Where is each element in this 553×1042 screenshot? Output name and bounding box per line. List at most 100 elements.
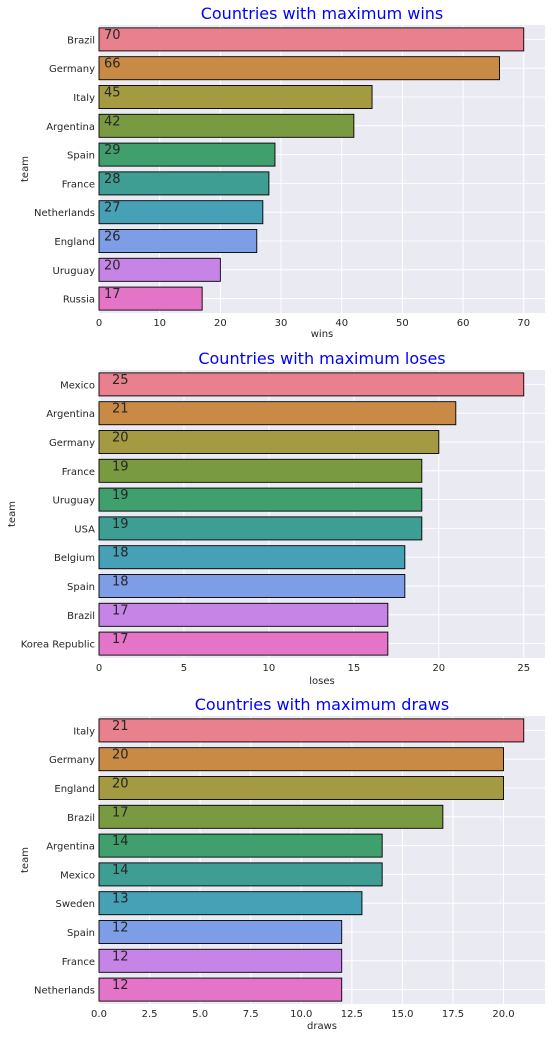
- y-tick-label: Spain: [67, 151, 95, 162]
- y-tick-label: Brazil: [67, 35, 95, 46]
- y-tick-label: Argentina: [46, 122, 95, 133]
- data-label: 17: [112, 603, 129, 618]
- y-tick-label: Spain: [67, 582, 95, 593]
- x-tick-label: 10: [153, 318, 166, 329]
- bar-uruguay: [98, 487, 423, 512]
- x-tick-label: 0: [96, 663, 102, 674]
- data-label: 13: [112, 892, 129, 907]
- x-tick-label: 12.5: [341, 1009, 363, 1020]
- y-tick-label: Spain: [67, 928, 95, 939]
- data-label: 42: [104, 114, 121, 129]
- y-tick-label: Netherlands: [34, 986, 95, 997]
- bar-uruguay: [98, 257, 221, 282]
- y-tick-label: England: [54, 784, 95, 795]
- data-label: 19: [112, 488, 129, 503]
- chart-title: Countries with maximum loses: [198, 349, 445, 368]
- y-tick-label: Netherlands: [34, 208, 95, 219]
- bar-mexico: [98, 862, 383, 887]
- bar-argentina: [98, 833, 383, 858]
- y-axis-label: team: [7, 501, 18, 527]
- bar-england: [98, 229, 258, 253]
- chart-title: Countries with maximum wins: [201, 4, 444, 23]
- x-tick-label: 5.0: [192, 1009, 208, 1020]
- x-tick-label: 2.5: [142, 1009, 158, 1020]
- x-axis-label: loses: [309, 676, 334, 687]
- bar-spain: [98, 920, 343, 944]
- bar-italy: [98, 718, 525, 743]
- y-axis-label: team: [20, 156, 31, 182]
- x-tick-label: 15: [347, 663, 360, 674]
- bar-france: [98, 171, 270, 196]
- x-tick-label: 20: [432, 663, 445, 674]
- bar-france: [98, 458, 423, 483]
- bar-brazil: [98, 602, 389, 627]
- y-tick-label: Belgium: [54, 553, 95, 564]
- bar-germany: [98, 747, 504, 772]
- data-label: 17: [112, 632, 129, 647]
- y-tick-label: Uruguay: [53, 266, 96, 277]
- chart-1: 25 Mexico 21 Argentina 20 Germany 19 France 19 Ur…: [7, 349, 545, 687]
- data-label: 19: [112, 459, 129, 474]
- bar-argentina: [98, 113, 355, 138]
- data-label: 45: [104, 85, 121, 100]
- data-label: 12: [112, 978, 129, 993]
- x-tick-label: 17.5: [442, 1009, 464, 1020]
- x-tick-label: 50: [396, 318, 409, 329]
- y-tick-label: France: [62, 179, 95, 190]
- bar-brazil: [98, 27, 525, 52]
- y-tick-label: Mexico: [60, 870, 95, 881]
- data-label: 25: [112, 373, 129, 388]
- bar-sweden: [98, 891, 363, 916]
- x-tick-label: 70: [517, 318, 530, 329]
- y-tick-label: Argentina: [46, 409, 95, 420]
- data-label: 27: [104, 201, 121, 216]
- data-label: 19: [112, 517, 129, 532]
- y-tick-label: USA: [74, 524, 95, 535]
- y-tick-label: Germany: [49, 438, 95, 449]
- chart-0: 70 Brazil 66 Germany 45 Italy 42 Argentina 29 Spa…: [20, 4, 545, 340]
- x-tick-label: 0: [96, 318, 102, 329]
- x-tick-label: 5: [181, 663, 187, 674]
- x-tick-label: 20: [214, 318, 227, 329]
- data-label: 14: [112, 834, 129, 849]
- x-tick-label: 30: [275, 318, 288, 329]
- data-label: 28: [104, 172, 121, 187]
- y-tick-label: Italy: [73, 93, 95, 104]
- data-label: 70: [104, 28, 121, 43]
- bar-netherlands: [98, 200, 264, 225]
- x-tick-label: 60: [457, 318, 470, 329]
- bar-italy: [98, 85, 373, 109]
- bar-korea-republic: [98, 631, 389, 656]
- data-label: 20: [104, 258, 121, 273]
- bar-spain: [98, 142, 276, 167]
- y-tick-label: France: [62, 957, 95, 968]
- chart-2: 21 Italy 20 Germany 20 England 17 Brazil 14 Argen…: [20, 695, 545, 1032]
- y-tick-label: Sweden: [55, 899, 95, 910]
- data-label: 12: [112, 949, 129, 964]
- bar-belgium: [98, 545, 406, 570]
- y-tick-label: Italy: [73, 726, 95, 737]
- bar-spain: [98, 574, 406, 598]
- x-tick-label: 15.0: [391, 1009, 413, 1020]
- chart-title: Countries with maximum draws: [195, 695, 450, 714]
- data-label: 17: [112, 805, 129, 820]
- y-tick-label: Uruguay: [53, 496, 96, 507]
- y-tick-label: France: [62, 467, 95, 478]
- x-tick-label: 25: [517, 663, 530, 674]
- bar-brazil: [98, 804, 444, 829]
- data-label: 29: [104, 143, 121, 158]
- y-tick-label: England: [54, 237, 95, 248]
- bar-france: [98, 948, 343, 973]
- y-tick-label: Mexico: [60, 380, 95, 391]
- y-axis-label: team: [20, 847, 31, 873]
- data-label: 18: [112, 574, 129, 589]
- data-label: 66: [104, 57, 121, 72]
- bar-russia: [98, 286, 203, 311]
- bar-england: [98, 776, 504, 800]
- x-tick-label: 40: [335, 318, 348, 329]
- bar-argentina: [98, 401, 457, 426]
- y-tick-label: Germany: [49, 755, 95, 766]
- bar-mexico: [98, 372, 525, 397]
- data-label: 18: [112, 546, 129, 561]
